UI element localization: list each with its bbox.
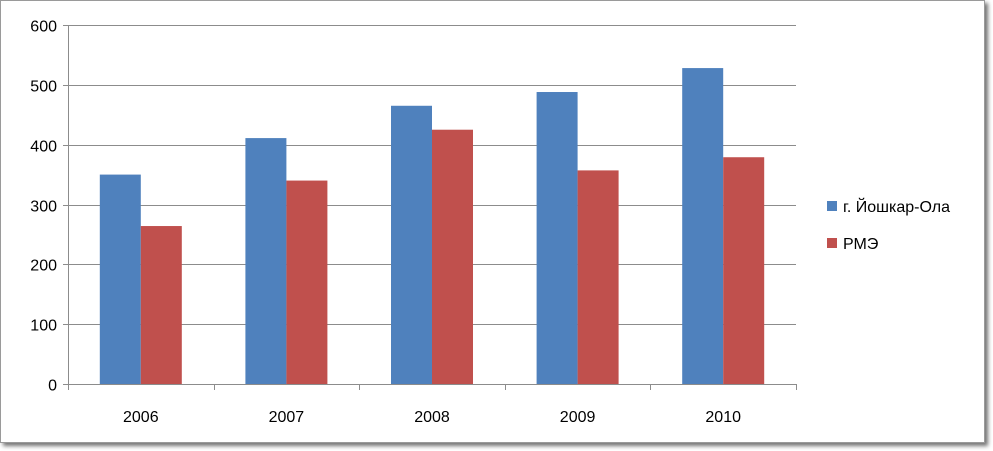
bars — [99, 68, 765, 385]
legend-label: г. Йошкар-Ола — [843, 197, 950, 216]
legend-label: РМЭ — [843, 236, 878, 253]
legend: г. Йошкар-Ола РМЭ — [827, 197, 950, 253]
y-tick-label: 200 — [30, 258, 57, 275]
y-tick-label: 0 — [48, 378, 57, 395]
legend-swatch — [827, 238, 837, 248]
axes: 0 100 200 300 400 500 600 2006 2007 2008 2009 2010 — [30, 19, 797, 426]
y-tick-label: 600 — [30, 19, 57, 36]
y-tick-label: 500 — [30, 79, 57, 96]
y-tick-label: 300 — [30, 199, 57, 216]
bar-series-2 — [577, 170, 619, 384]
bar-series-1 — [99, 174, 141, 384]
bar-series-2 — [286, 180, 328, 384]
bar-series-1 — [391, 105, 432, 385]
x-tick-label: 2008 — [414, 409, 450, 426]
bar-series-1 — [536, 92, 578, 384]
bar-series-2 — [432, 129, 473, 384]
bar-series-1 — [682, 68, 724, 384]
x-tick-label: 2009 — [560, 409, 596, 426]
legend-swatch — [827, 201, 837, 211]
x-tick-label: 2010 — [705, 409, 741, 426]
y-tick-label: 100 — [30, 318, 57, 335]
bar-series-1 — [245, 138, 287, 384]
bar-series-2 — [723, 157, 765, 384]
chart-frame: 0 100 200 300 400 500 600 2006 2007 2008 2009 2010 … — [0, 0, 985, 443]
x-tick-label: 2007 — [269, 409, 305, 426]
y-tick-label: 400 — [30, 139, 57, 156]
x-tick-label: 2006 — [123, 409, 159, 426]
bar-series-2 — [140, 226, 182, 384]
